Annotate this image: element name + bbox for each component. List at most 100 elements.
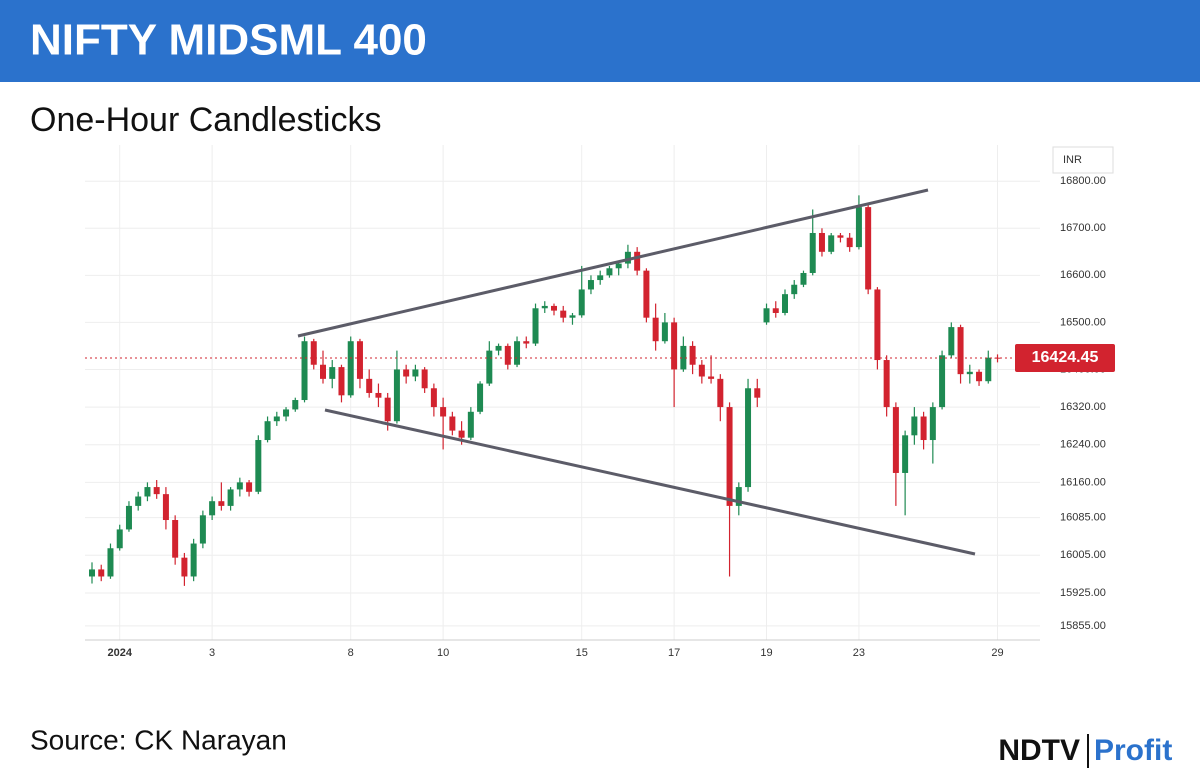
candle-body (865, 207, 872, 290)
currency-box (1052, 146, 1114, 174)
candle-body (957, 327, 964, 375)
y-tick-label: 16240.00 (1060, 439, 1106, 451)
candle-body (800, 272, 807, 285)
last-price-label: 16424.45 (1032, 349, 1099, 366)
candle-body (717, 378, 724, 408)
candle-body (477, 383, 484, 412)
candle-body (89, 569, 95, 577)
y-tick-label: 16320.00 (1060, 401, 1106, 413)
candle-body (929, 407, 936, 441)
candle-body (689, 345, 696, 365)
lower-trendline (324, 408, 976, 556)
candle-body (440, 407, 447, 417)
candle-body (754, 388, 761, 398)
x-tick-label: 23 (853, 647, 865, 659)
candle-body (172, 520, 179, 558)
candle-body (504, 345, 511, 365)
candle-body (412, 369, 419, 377)
candle-body (310, 341, 317, 365)
candle-body (643, 270, 650, 318)
candle-body (264, 421, 271, 441)
candle-body (495, 345, 502, 351)
candle-body (430, 388, 437, 408)
candle-body (320, 364, 326, 379)
candle-body (199, 515, 206, 544)
candle-body (874, 289, 881, 361)
candle-body (467, 411, 474, 438)
x-tick-label: 29 (991, 647, 1003, 659)
logo-brand: NDTV (998, 734, 1080, 767)
candle-body (976, 371, 983, 382)
candle-body (181, 557, 188, 577)
candle-body (458, 430, 465, 438)
x-tick-label: 10 (437, 647, 449, 659)
candle-body (966, 371, 973, 375)
candle-body (569, 315, 576, 318)
y-tick-label: 16160.00 (1060, 476, 1106, 488)
candle-body (624, 251, 631, 264)
candle-body (347, 341, 354, 396)
currency-label: INR (1063, 154, 1082, 166)
candle-body (523, 341, 530, 344)
plot-area: 15855.00 15925.00 16005.00 16085.00 16160.00… (85, 145, 1106, 659)
candle-body (939, 355, 946, 408)
candle-body (846, 237, 853, 248)
y-tick-label: 16005.00 (1060, 549, 1106, 561)
candle-body (994, 357, 1001, 359)
candle-body (283, 409, 290, 417)
candle-body (708, 376, 715, 379)
candle-body (892, 407, 899, 473)
candle-body (735, 487, 742, 506)
candle-body (338, 367, 345, 396)
candle-body (541, 305, 548, 309)
candle-body (292, 400, 299, 410)
x-tick-label: 15 (576, 647, 588, 659)
y-tick-label: 16085.00 (1060, 512, 1106, 524)
plot-background (85, 145, 1040, 640)
upper-trendline (297, 188, 929, 338)
candle-body (209, 501, 216, 516)
candle-body (782, 294, 788, 313)
candle-body (661, 322, 668, 342)
candle-body (698, 364, 705, 377)
candle-body (144, 487, 151, 497)
candle-body (985, 357, 992, 382)
x-tick-label: 2024 (107, 647, 132, 659)
candle-body (634, 251, 641, 271)
candle-body (791, 284, 798, 295)
candle-body (125, 505, 132, 530)
candle-body (837, 235, 844, 238)
candle-body (578, 289, 585, 316)
x-tick-label: 17 (668, 647, 680, 659)
candle-body (726, 407, 733, 506)
candle-body (366, 378, 373, 393)
y-tick-label: 15925.00 (1060, 587, 1106, 599)
candle-body (883, 360, 890, 408)
candle-body (763, 308, 770, 323)
candle-body (902, 435, 909, 473)
x-tick-label: 19 (760, 647, 772, 659)
candle-body (393, 369, 400, 422)
candle-body (255, 440, 262, 492)
candle-body (828, 235, 835, 252)
candle-body (587, 280, 594, 290)
candle-body (532, 308, 539, 344)
x-tick-label: 3 (209, 647, 215, 659)
candle-body (218, 501, 225, 506)
candle-body (606, 268, 613, 276)
candle-body (745, 388, 752, 488)
candle-body (652, 317, 659, 342)
candle-body (227, 489, 234, 506)
candle-body (597, 275, 604, 281)
candle-body (855, 207, 862, 248)
candle-body (329, 367, 336, 379)
candle-body (671, 322, 678, 370)
chart-title: NIFTY MIDSML 400 (30, 16, 427, 65)
candle-body (809, 232, 816, 273)
candle-body (551, 305, 557, 311)
candle-body (356, 341, 363, 379)
candle-body (486, 350, 493, 384)
y-tick-label: 16500.00 (1060, 316, 1106, 328)
x-tick-label: 8 (348, 647, 354, 659)
